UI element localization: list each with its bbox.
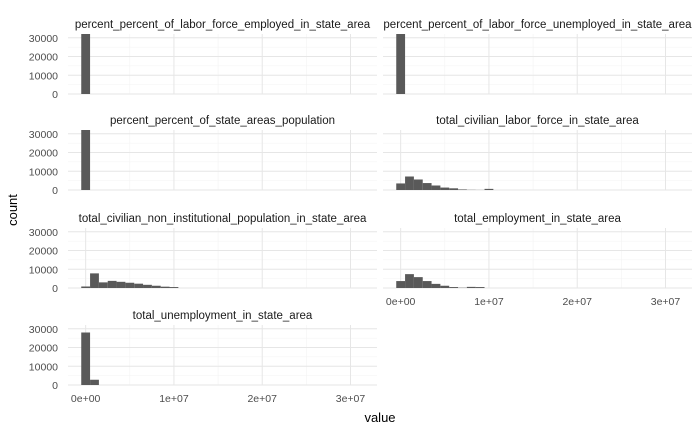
x-tick-label: 0e+00 [71, 393, 101, 405]
histogram-bar [98, 282, 108, 288]
histogram-bar [413, 179, 423, 190]
x-tick-label: 3e+07 [651, 296, 681, 308]
x-tick-label: 2e+07 [247, 393, 277, 405]
y-tick-label: 10000 [29, 264, 58, 276]
histogram-bar [440, 187, 450, 190]
histogram-bar [125, 282, 135, 288]
histogram-bar [81, 286, 91, 288]
histogram-bar [90, 379, 99, 385]
y-tick-label: 0 [52, 185, 58, 197]
y-tick-label: 30000 [29, 227, 58, 239]
y-tick-label: 20000 [29, 52, 58, 64]
histogram-bar [396, 281, 406, 288]
facet-panel: percent_percent_of_labor_force_unemploye… [383, 19, 692, 95]
histogram-bar [458, 189, 467, 190]
y-tick-label: 20000 [29, 343, 58, 355]
histogram-bar [107, 280, 117, 288]
y-tick-label: 30000 [29, 129, 58, 141]
histogram-bar [81, 130, 91, 190]
facet-title: total_employment_in_state_area [454, 213, 621, 225]
facet-title: total_civilian_non_institutional_populat… [79, 213, 367, 225]
histogram-bar [405, 176, 414, 190]
y-tick-label: 20000 [29, 148, 58, 160]
facet-panel: total_civilian_labor_force_in_state_area [383, 115, 692, 191]
y-tick-label: 20000 [29, 246, 58, 258]
histogram-bar [143, 284, 152, 288]
histogram-bar [449, 188, 459, 190]
histogram-bar [422, 281, 432, 288]
histogram-bar [116, 281, 126, 288]
histogram-bar [466, 286, 476, 288]
histogram-bar [169, 287, 179, 288]
facet-title: percent_percent_of_state_areas_populatio… [110, 115, 335, 127]
histogram-bar [431, 283, 441, 288]
facet-panels: percent_percent_of_labor_force_employed_… [29, 19, 692, 405]
facet-panel: total_civilian_non_institutional_populat… [29, 213, 377, 295]
histogram-bar [422, 183, 432, 190]
x-tick-label: 2e+07 [562, 296, 592, 308]
histogram-bar [90, 273, 99, 288]
y-tick-label: 10000 [29, 361, 58, 373]
x-tick-label: 0e+00 [386, 296, 416, 308]
histogram-bar [475, 287, 485, 288]
x-tick-label: 1e+07 [474, 296, 504, 308]
y-tick-label: 30000 [29, 324, 58, 336]
y-tick-label: 30000 [29, 33, 58, 45]
x-axis-title: value [364, 410, 395, 425]
histogram-bar [396, 183, 406, 190]
histogram-bar [449, 287, 459, 288]
x-tick-label: 1e+07 [159, 393, 189, 405]
facet-title: total_unemployment_in_state_area [133, 310, 313, 322]
y-tick-label: 0 [52, 89, 58, 101]
facet-panel: percent_percent_of_labor_force_employed_… [29, 19, 377, 101]
histogram-bar [134, 283, 144, 288]
y-tick-label: 10000 [29, 166, 58, 178]
histogram-bar [160, 286, 170, 288]
histogram-bar [484, 188, 494, 190]
histogram-bar [405, 274, 414, 288]
facet-panel: total_unemployment_in_state_area 0 10000 20… [29, 310, 377, 405]
histogram-bar [396, 34, 406, 94]
y-tick-label: 0 [52, 283, 58, 295]
y-tick-label: 0 [52, 380, 58, 392]
histogram-bar [81, 34, 91, 94]
facet-title: percent_percent_of_labor_force_unemploye… [383, 19, 692, 31]
histogram-bar [431, 185, 441, 190]
y-tick-label: 10000 [29, 70, 58, 82]
histogram-bar [440, 285, 450, 288]
facet-panel: percent_percent_of_state_areas_populatio… [29, 115, 377, 197]
x-tick-label: 3e+07 [336, 393, 366, 405]
y-axis-title: count [5, 194, 20, 226]
facet-title: total_civilian_labor_force_in_state_area [436, 115, 639, 127]
facet-title: percent_percent_of_labor_force_employed_… [75, 19, 371, 31]
histogram-bar [413, 277, 423, 288]
histogram-bar [81, 332, 91, 385]
facet-panel: total_employment_in_state_area 0e+00 1e+07… [383, 213, 692, 308]
histogram-bar [151, 285, 161, 288]
